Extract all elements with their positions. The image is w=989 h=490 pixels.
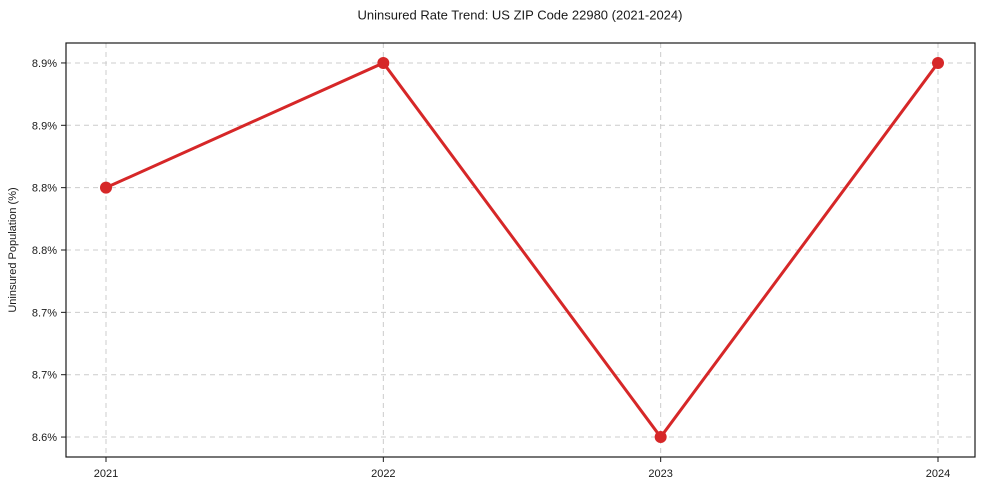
data-point-2022 xyxy=(377,56,390,69)
data-point-2021 xyxy=(100,181,112,194)
x-tick-label: 2024 xyxy=(926,468,950,480)
y-tick-label: 8.9% xyxy=(32,58,57,70)
y-tick-label: 8.8% xyxy=(32,183,57,195)
data-point-2024 xyxy=(932,56,944,69)
x-tick-label: 2023 xyxy=(648,468,672,480)
y-tick-label: 8.6% xyxy=(32,432,57,444)
x-tick-label: 2021 xyxy=(94,468,118,480)
x-tick-label: 2022 xyxy=(371,468,395,480)
chart-title: Uninsured Rate Trend: US ZIP Code 22980 … xyxy=(357,7,683,23)
y-tick-label: 8.8% xyxy=(32,245,57,257)
y-tick-label: 8.7% xyxy=(32,307,57,319)
y-tick-label: 8.9% xyxy=(32,120,57,132)
y-tick-label: 8.7% xyxy=(32,370,57,382)
data-point-2023 xyxy=(654,431,667,444)
trend-line xyxy=(104,61,940,439)
